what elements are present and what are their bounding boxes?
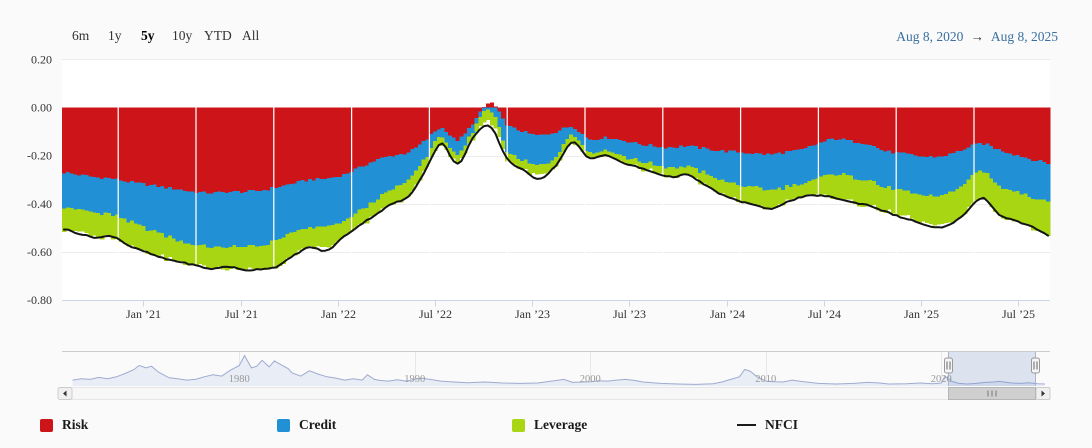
scrollbar-track[interactable] bbox=[61, 387, 1051, 400]
x-axis-label: Jul ’25 bbox=[1002, 307, 1035, 321]
y-axis-label: 0.00 bbox=[31, 101, 52, 115]
date-to-input[interactable]: Aug 8, 2025 bbox=[990, 29, 1058, 44]
x-axis-label: Jul ’24 bbox=[808, 307, 841, 321]
legend-item-risk[interactable]: Risk bbox=[40, 412, 88, 438]
navigator-area bbox=[72, 355, 1045, 386]
y-axis-label: -0.60 bbox=[27, 245, 52, 259]
range-button-5y[interactable]: 5y bbox=[141, 28, 155, 43]
stacked-area-series bbox=[62, 102, 1051, 271]
range-button-1y[interactable]: 1y bbox=[108, 28, 122, 43]
leverage-swatch-icon bbox=[512, 418, 525, 432]
scrollbar-left-arrow-icon[interactable] bbox=[57, 387, 73, 400]
legend: Risk Credit Leverage NFCI bbox=[0, 412, 1092, 440]
legend-item-nfci[interactable]: NFCI bbox=[737, 412, 798, 438]
legend-label: Risk bbox=[62, 417, 89, 432]
x-axis-label: Jan ’21 bbox=[126, 307, 161, 321]
y-axis-label: -0.80 bbox=[27, 293, 52, 307]
legend-item-credit[interactable]: Credit bbox=[277, 412, 336, 438]
y-axis-label: -0.20 bbox=[27, 149, 52, 163]
x-axis-label: Jul ’22 bbox=[419, 307, 452, 321]
navigator-year-label: 2000 bbox=[580, 374, 601, 385]
x-axis-label: Jan ’22 bbox=[321, 307, 356, 321]
nfci-line bbox=[62, 124, 1050, 272]
navigator-year-label: 2020 bbox=[931, 374, 952, 385]
x-axis-label: Jul ’23 bbox=[613, 307, 646, 321]
y-axis-label: -0.40 bbox=[27, 197, 52, 211]
range-button-6m[interactable]: 6m bbox=[72, 28, 90, 43]
credit-swatch-icon bbox=[277, 418, 290, 432]
y-axis-label: 0.20 bbox=[31, 52, 52, 66]
x-axis-label: Jul ’21 bbox=[225, 307, 258, 321]
risk-swatch-icon bbox=[40, 418, 53, 432]
scrollbar-right-arrow-icon[interactable] bbox=[1035, 387, 1051, 400]
legend-label: Leverage bbox=[534, 417, 588, 432]
range-button-ytd[interactable]: YTD bbox=[204, 28, 232, 43]
nfci-swatch-icon bbox=[737, 424, 756, 426]
legend-label: Credit bbox=[299, 417, 337, 432]
scrollbar-thumb[interactable] bbox=[948, 387, 1036, 400]
date-from-input[interactable]: Aug 8, 2020 bbox=[896, 29, 964, 44]
navigator-handle-right[interactable] bbox=[1031, 357, 1040, 374]
navigator-year-label: 1990 bbox=[404, 374, 425, 385]
navigator-handle-left[interactable] bbox=[944, 357, 953, 374]
x-axis-label: Jan ’24 bbox=[710, 307, 745, 321]
legend-item-leverage[interactable]: Leverage bbox=[512, 412, 587, 438]
navigator-year-label: 2010 bbox=[755, 374, 776, 385]
x-axis-label: Jan ’23 bbox=[515, 307, 550, 321]
range-button-10y[interactable]: 10y bbox=[172, 28, 193, 43]
legend-label: NFCI bbox=[765, 417, 798, 432]
range-button-all[interactable]: All bbox=[242, 28, 260, 43]
navigator-year-label: 1980 bbox=[229, 374, 250, 385]
navigator-line bbox=[72, 354, 1045, 385]
navigator-selection[interactable] bbox=[948, 352, 1036, 386]
arrow-right-icon: → bbox=[970, 29, 984, 44]
date-range-inputs: Aug 8, 2020 → Aug 8, 2025 bbox=[896, 29, 1058, 45]
x-axis-label: Jan ’25 bbox=[904, 307, 939, 321]
